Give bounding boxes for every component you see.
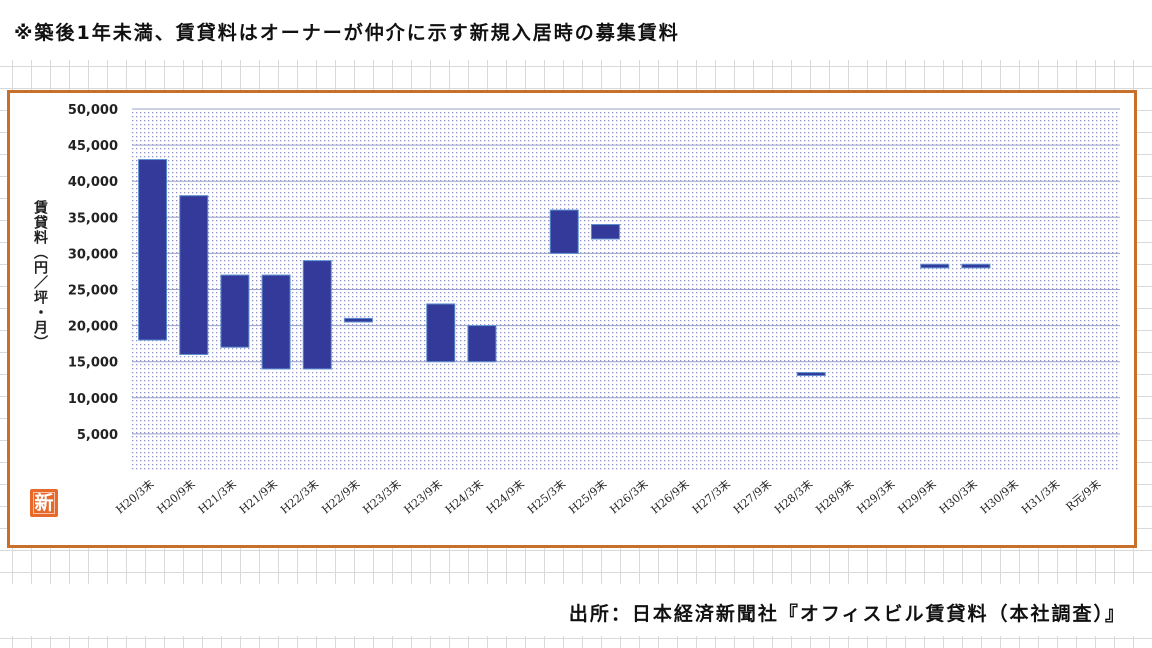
range-bar	[796, 372, 826, 377]
x-tick-label: R元/9末	[1063, 477, 1103, 514]
x-tick-label: H25/3末	[524, 477, 568, 517]
x-tick-label: H31/3末	[1018, 477, 1062, 517]
x-tick-label: H26/3末	[607, 477, 651, 517]
range-bar	[961, 263, 991, 269]
range-bar	[302, 260, 332, 370]
x-axis-ticks: H20/3末H20/9末H21/3末H21/9末H22/3末H22/9末H23/…	[113, 477, 1104, 517]
x-tick-label: H24/3末	[442, 477, 486, 517]
range-bar	[343, 317, 373, 323]
y-tick-label: 5,000	[77, 428, 118, 443]
y-axis-ticks: 5,000 10,000 15,000 20,000 25,000 30,000 35,00…	[68, 103, 118, 443]
range-bar	[426, 303, 456, 363]
x-tick-label: H20/3末	[113, 477, 157, 517]
y-tick-label: 25,000	[68, 284, 118, 299]
range-bar	[920, 263, 950, 269]
x-tick-label: H24/9末	[483, 477, 527, 517]
x-tick-label: H25/9末	[566, 477, 610, 517]
x-tick-label: H28/9末	[813, 477, 857, 517]
range-bar	[220, 274, 250, 348]
x-tick-label: H23/3末	[360, 477, 404, 517]
x-tick-label: H29/3末	[854, 477, 898, 517]
header-band	[0, 0, 1152, 60]
x-tick-label: H26/9末	[648, 477, 692, 517]
x-tick-label: H23/9末	[401, 477, 445, 517]
x-tick-label: H22/3末	[277, 477, 321, 517]
x-tick-label: H27/9末	[730, 477, 774, 517]
range-bar	[138, 159, 168, 341]
data-bars	[138, 159, 991, 377]
gridlines	[132, 108, 1120, 435]
y-tick-label: 15,000	[68, 356, 118, 371]
y-tick-label: 50,000	[68, 103, 118, 118]
y-tick-label: 45,000	[68, 139, 118, 154]
x-tick-label: H22/9末	[319, 477, 363, 517]
range-bar	[261, 274, 291, 370]
source-text: 出所：日本経済新聞社『オフィスビル賃貸料（本社調査）』	[568, 603, 1126, 625]
y-axis-label: 賃貸料（円／坪・月）	[32, 200, 48, 350]
x-tick-label: H21/3末	[195, 477, 239, 517]
y-tick-label: 35,000	[68, 211, 118, 226]
x-tick-label: H20/9末	[154, 477, 198, 517]
x-tick-label: H21/9末	[236, 477, 280, 517]
x-tick-label: H28/3末	[771, 477, 815, 517]
x-tick-label: H30/3末	[936, 477, 980, 517]
x-tick-label: H27/3末	[689, 477, 733, 517]
range-bar	[179, 195, 209, 355]
note-text: ※築後1年未満、賃貸料はオーナーが仲介に示す新規入居時の募集賃料	[14, 22, 680, 44]
y-tick-label: 40,000	[68, 175, 118, 190]
y-tick-label: 30,000	[68, 247, 118, 262]
footer-band	[0, 584, 1152, 636]
x-tick-label: H29/9末	[895, 477, 939, 517]
new-logo-badge: 新	[30, 489, 58, 517]
range-bar	[467, 325, 497, 363]
y-tick-label: 20,000	[68, 320, 118, 335]
range-bar	[590, 224, 620, 240]
range-bar	[549, 209, 579, 254]
x-tick-label: H30/9末	[977, 477, 1021, 517]
y-tick-label: 10,000	[68, 392, 118, 407]
